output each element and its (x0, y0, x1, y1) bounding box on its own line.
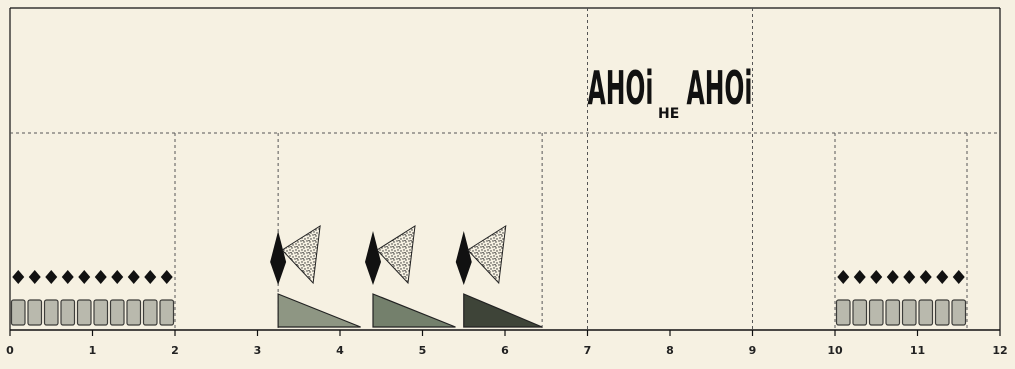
rectangle-mark (852, 299, 868, 326)
diamond-mark (870, 270, 883, 284)
rectangle-mark (43, 299, 59, 326)
text-events: AHOi HE AHOi (588, 61, 753, 122)
rectangle-mark (27, 299, 43, 326)
rectangle-mark (885, 299, 901, 326)
rectangle-mark (835, 299, 851, 326)
diamond-mark (903, 270, 916, 284)
diamond-mark (45, 270, 58, 284)
axis-tick-label: 11 (910, 344, 925, 357)
rectangle-mark (93, 299, 109, 326)
rectangle-mark (868, 299, 884, 326)
text-event-large: AHOi (687, 61, 753, 115)
cone-diamond-mark (455, 231, 472, 285)
rectangle-mark (76, 299, 92, 326)
rectangle-mark (109, 299, 125, 326)
rectangle-mark (10, 299, 26, 326)
cone-diamond-mark (270, 231, 287, 285)
ramp-triangle-mark (463, 293, 543, 328)
ramp-triangle-mark (372, 293, 456, 328)
cone-diamond-mark (365, 231, 381, 285)
rectangle-mark (60, 299, 76, 326)
ramp-triangle-mark (277, 293, 361, 328)
axis-tick-label: 6 (501, 344, 509, 357)
rectangle-mark (934, 299, 950, 326)
diamond-mark (127, 270, 140, 284)
diamond-mark (78, 270, 91, 284)
diamond-mark (94, 270, 107, 284)
diamond-mark (61, 270, 74, 284)
axis-tick-label: 2 (171, 344, 179, 357)
rectangle-mark (142, 299, 158, 326)
diamond-mark (936, 270, 949, 284)
diamond-mark (12, 270, 25, 284)
sound-events (10, 225, 967, 328)
rectangle-mark (901, 299, 917, 326)
diamond-mark (886, 270, 899, 284)
time-axis: 0 1 2 3 4 5 6 7 8 9 10 11 12 (6, 329, 1008, 357)
axis-tick-label: 8 (666, 344, 674, 357)
axis-tick-label: 4 (336, 344, 344, 357)
axis-tick-label: 0 (6, 344, 14, 357)
axis-tick-label: 7 (584, 344, 592, 357)
diamond-mark (853, 270, 866, 284)
axis-tick-label: 1 (89, 344, 97, 357)
axis-tick-label: 10 (827, 344, 843, 357)
rectangle-mark (159, 299, 175, 326)
axis-tick-label: 9 (749, 344, 757, 357)
grid (9, 7, 1001, 330)
diamond-mark (952, 270, 965, 284)
diamond-mark (28, 270, 41, 284)
text-event-small: HE (658, 106, 679, 122)
cone-mark (281, 225, 321, 285)
rectangle-mark (951, 299, 967, 326)
diamond-mark (160, 270, 173, 284)
text-event-large: AHOi (588, 61, 654, 115)
cone-mark (376, 225, 416, 285)
diamond-mark (111, 270, 124, 284)
cone-mark (466, 225, 507, 285)
rectangle-mark (918, 299, 934, 326)
axis-tick-label: 5 (419, 344, 427, 357)
diamond-mark (837, 270, 850, 284)
axis-tick-label: 12 (992, 344, 1007, 357)
diamond-mark (144, 270, 157, 284)
rectangle-mark (126, 299, 142, 326)
axis-tick-label: 3 (254, 344, 262, 357)
diamond-mark (919, 270, 932, 284)
